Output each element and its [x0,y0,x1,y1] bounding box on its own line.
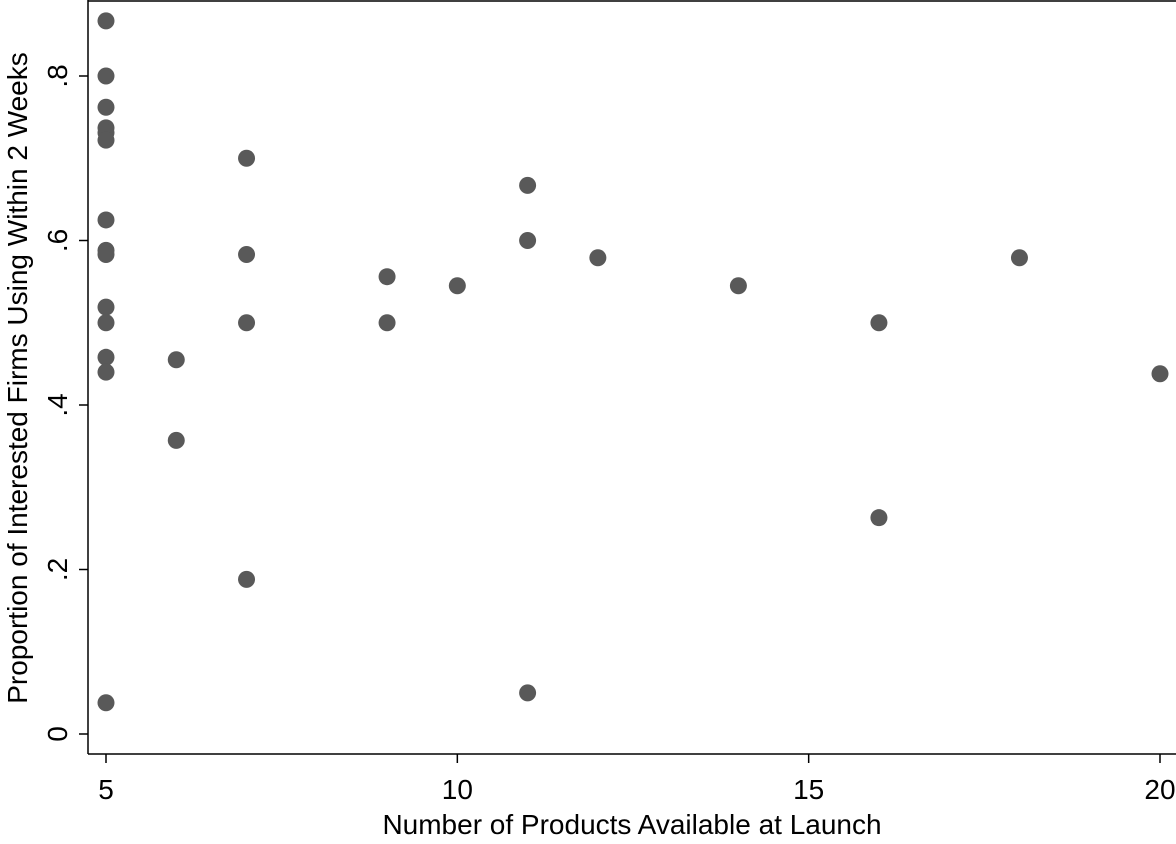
scatter-point [1151,365,1169,383]
y-tick-label: .6 [42,229,73,252]
scatter-point [238,245,256,263]
scatter-point [97,131,115,149]
axes-layer [87,0,1176,755]
scatter-point [519,176,537,194]
scatter-point [238,149,256,167]
scatter-point [97,245,115,263]
scatter-point [97,348,115,366]
scatter-point [97,67,115,85]
scatter-point [870,509,888,527]
scatter-point [167,431,185,449]
scatter-point [589,249,607,267]
scatter-point [378,268,396,286]
points-layer [97,12,1169,712]
x-tick-label: 20 [1144,774,1175,805]
scatter-point [167,351,185,369]
scatter-point [97,98,115,116]
scatter-point [870,314,888,332]
y-tick-label: .2 [42,558,73,581]
scatter-point [97,12,115,30]
scatter-point [729,277,747,295]
scatter-point [97,694,115,712]
scatter-point [97,211,115,229]
y-tick-label: .4 [42,393,73,416]
ticks-layer: 5 10 15 20 0 .2 .4 .6 .8 [42,64,1176,805]
scatter-point [238,314,256,332]
scatter-point [238,570,256,588]
x-tick-label: 10 [442,774,473,805]
x-axis-title: Number of Products Available at Launch [382,809,881,839]
x-tick-label: 5 [98,774,114,805]
y-tick-label: 0 [42,726,73,742]
scatter-point [448,277,466,295]
scatter-point [97,314,115,332]
y-tick-label: .8 [42,64,73,87]
scatter-point [97,298,115,316]
scatter-point [519,232,537,249]
scatter-point [1010,249,1028,267]
scatter-point [378,314,396,332]
scatter-point [519,684,537,702]
x-tick-label: 15 [793,774,824,805]
y-axis-title: Proportion of Interested Firms Using Wit… [2,52,33,704]
scatter-point [97,363,115,381]
